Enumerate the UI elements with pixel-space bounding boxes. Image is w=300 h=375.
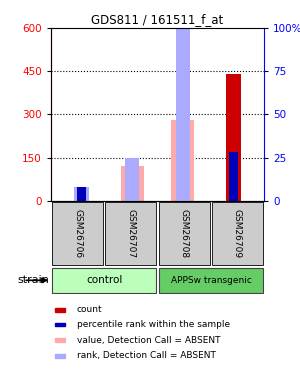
Text: rank, Detection Call = ABSENT: rank, Detection Call = ABSENT [76,351,215,360]
Bar [55,308,64,312]
Bar [226,74,241,201]
Bar [125,158,139,201]
Bar [212,202,263,265]
Bar [55,338,64,342]
Text: GSM26708: GSM26708 [180,209,189,258]
Text: count: count [76,305,102,314]
Bar [176,0,190,201]
Text: percentile rank within the sample: percentile rank within the sample [76,320,230,329]
Bar [77,187,86,201]
Bar [229,152,238,201]
Bar [55,354,64,358]
Bar [159,268,263,292]
Text: value, Detection Call = ABSENT: value, Detection Call = ABSENT [76,336,220,345]
Bar [121,166,144,201]
Bar [105,202,156,265]
Text: strain: strain [17,275,49,285]
Bar [74,187,88,201]
Title: GDS811 / 161511_f_at: GDS811 / 161511_f_at [92,13,224,26]
Text: GSM26706: GSM26706 [73,209,82,258]
Text: APPSw transgenic: APPSw transgenic [171,276,252,285]
Text: GSM26707: GSM26707 [126,209,135,258]
Bar [159,202,210,265]
Bar [55,322,64,326]
Text: GSM26709: GSM26709 [233,209,242,258]
Bar [52,202,103,265]
Text: control: control [86,275,122,285]
Bar [171,120,194,201]
Bar [52,268,156,292]
